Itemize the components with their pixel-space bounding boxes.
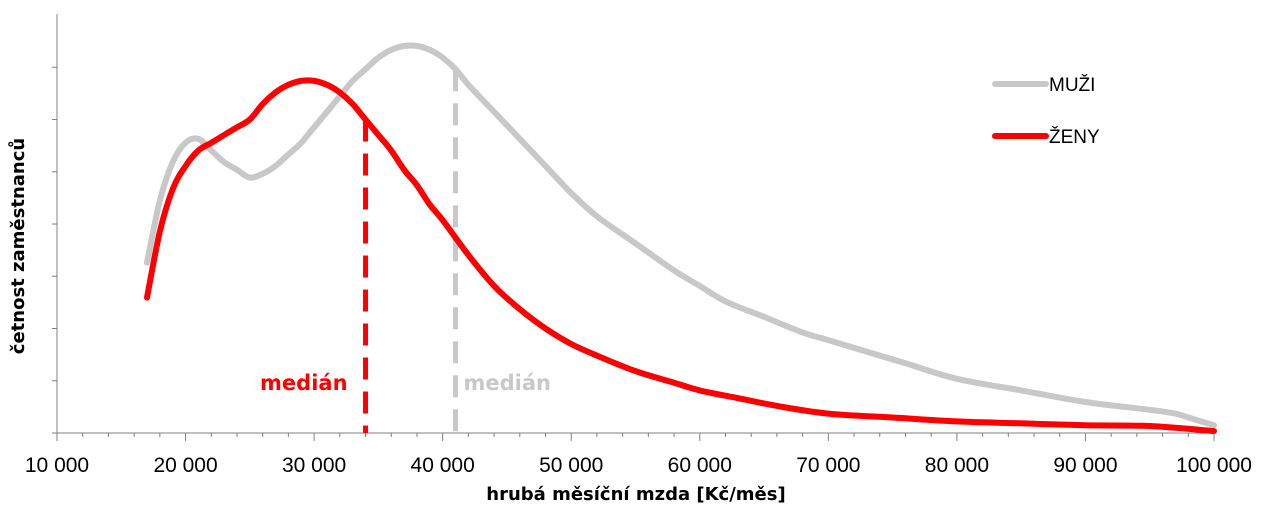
x-tick-label: 30 000 <box>282 454 346 477</box>
legend-label: ŽENY <box>1049 126 1100 148</box>
median-label: medián <box>260 371 347 395</box>
x-tick-label: 70 000 <box>796 454 860 477</box>
series-line <box>144 42 1217 429</box>
axes <box>52 14 1215 441</box>
median-lines <box>363 69 459 433</box>
x-tick-label: 20 000 <box>153 454 217 477</box>
legend: MUŽI ŽENY <box>992 74 1100 148</box>
x-tick-label: 10 000 <box>25 454 89 477</box>
y-axis-title: četnost zaměstnanců <box>7 138 29 354</box>
x-tick-label: 80 000 <box>925 454 989 477</box>
x-axis-title: hrubá měsíční mzda [Kč/měs] <box>486 484 785 505</box>
x-tick-label: 40 000 <box>411 454 475 477</box>
legend-label: MUŽI <box>1049 74 1095 96</box>
x-tick-label: 90 000 <box>1053 454 1117 477</box>
x-tick-label: 50 000 <box>539 454 603 477</box>
x-tick-label: 100 000 <box>1176 454 1252 477</box>
x-tick-labels: 10 000 20 000 30 000 40 000 50 000 60 000 70 0… <box>25 454 1252 477</box>
x-tick-label: 60 000 <box>668 454 732 477</box>
series-lines <box>144 42 1217 435</box>
series-line <box>144 77 1217 435</box>
median-labels: medián medián <box>260 371 551 395</box>
median-label: medián <box>464 371 551 395</box>
